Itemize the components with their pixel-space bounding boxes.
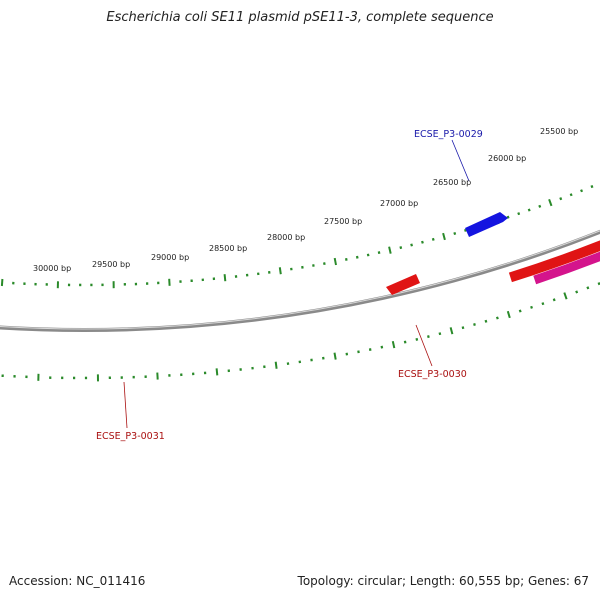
minor-tick bbox=[377, 251, 381, 255]
minor-tick bbox=[473, 323, 476, 326]
gene-label-0029[interactable]: ECSE_P3-0029 bbox=[414, 129, 483, 140]
minor-tick bbox=[415, 337, 419, 341]
major-tick bbox=[388, 246, 392, 254]
minor-tick bbox=[421, 240, 424, 244]
major-tick bbox=[274, 361, 278, 369]
scale-label-27500: 27500 bp bbox=[324, 217, 362, 226]
gene-0029-arrow bbox=[465, 212, 508, 237]
minor-tick bbox=[461, 326, 465, 330]
minor-tick bbox=[575, 290, 579, 294]
minor-tick bbox=[506, 215, 510, 219]
minor-tick bbox=[527, 208, 531, 212]
major-tick bbox=[506, 310, 511, 319]
minor-tick bbox=[552, 298, 556, 302]
minor-tick bbox=[366, 253, 370, 257]
minor-tick bbox=[427, 335, 430, 339]
major-tick bbox=[333, 352, 337, 360]
minor-tick bbox=[438, 332, 442, 336]
major-tick bbox=[563, 292, 568, 300]
minor-tick bbox=[590, 185, 594, 189]
scale-label-29000: 29000 bp bbox=[151, 253, 189, 262]
gene-0029-leader bbox=[451, 139, 470, 182]
major-tick bbox=[333, 257, 337, 266]
minor-tick bbox=[484, 319, 488, 323]
topology-summary-text: Topology: circular; Length: 60,555 bp; G… bbox=[297, 574, 589, 588]
scale-label-29500: 29500 bp bbox=[92, 260, 130, 269]
minor-tick bbox=[355, 255, 359, 259]
minor-tick bbox=[410, 243, 413, 247]
minor-tick bbox=[530, 305, 533, 309]
scale-label-30000: 30000 bp bbox=[33, 264, 71, 273]
gene-0031-leader bbox=[123, 381, 128, 429]
minor-tick bbox=[403, 340, 407, 344]
gene-label-0031[interactable]: ECSE_P3-0031 bbox=[96, 431, 165, 442]
red-feature-right bbox=[508, 240, 600, 283]
inner-scale-ring bbox=[1, 282, 600, 382]
outer-scale-ring bbox=[0, 179, 600, 289]
major-tick bbox=[442, 232, 446, 241]
minor-tick bbox=[541, 302, 545, 306]
major-tick bbox=[0, 278, 4, 287]
minor-tick bbox=[518, 309, 522, 313]
feature-tracks bbox=[0, 212, 600, 333]
scale-label-25500: 25500 bp bbox=[540, 127, 578, 136]
minor-tick bbox=[538, 204, 542, 208]
gene-label-0030[interactable]: ECSE_P3-0030 bbox=[398, 369, 467, 380]
scale-label-28000: 28000 bp bbox=[267, 233, 305, 242]
map-title: Escherichia coli SE11 plasmid pSE11-3, c… bbox=[106, 10, 494, 25]
minor-tick bbox=[559, 197, 563, 201]
minor-tick bbox=[517, 212, 521, 216]
gene-0030-arrow bbox=[386, 274, 420, 295]
scale-label-27000: 27000 bp bbox=[380, 199, 418, 208]
major-tick bbox=[223, 274, 227, 282]
minor-tick bbox=[323, 262, 326, 266]
minor-tick bbox=[464, 228, 467, 232]
pink-feature-band bbox=[533, 251, 600, 285]
minor-tick bbox=[580, 189, 584, 193]
gene-0030-leader bbox=[415, 324, 433, 367]
minor-tick bbox=[399, 246, 403, 250]
major-tick bbox=[449, 327, 454, 335]
minor-tick bbox=[597, 282, 600, 286]
major-tick bbox=[215, 368, 219, 376]
scale-label-28500: 28500 bp bbox=[209, 244, 247, 253]
minor-tick bbox=[569, 193, 573, 197]
major-tick bbox=[548, 198, 553, 207]
backbone-highlight bbox=[0, 230, 600, 330]
scale-label-26000: 26000 bp bbox=[488, 154, 526, 163]
accession-text: Accession: NC_011416 bbox=[9, 574, 146, 588]
minor-tick bbox=[380, 345, 384, 349]
major-tick bbox=[278, 267, 282, 275]
minor-tick bbox=[453, 231, 457, 236]
minor-tick bbox=[586, 286, 590, 290]
major-tick bbox=[391, 340, 396, 349]
scale-label-26500: 26500 bp bbox=[433, 178, 471, 187]
backbone-circle bbox=[0, 229, 600, 333]
minor-tick bbox=[431, 237, 435, 241]
minor-tick bbox=[495, 316, 499, 320]
